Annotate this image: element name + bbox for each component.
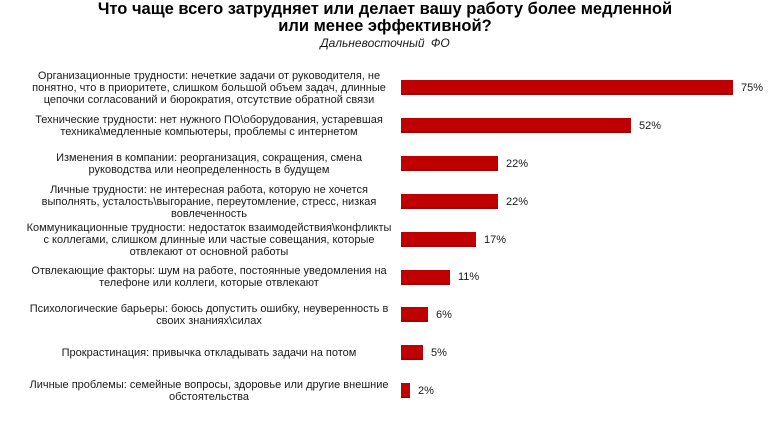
- value-label: 22%: [506, 195, 529, 208]
- value-label: 2%: [418, 384, 434, 397]
- value-label: 22%: [506, 157, 529, 170]
- value-label: 17%: [484, 233, 507, 246]
- category-label: Технические трудности: нет нужного ПО\об…: [24, 114, 394, 138]
- chart-subtitle: Дальневосточный ФО: [320, 36, 450, 50]
- category-label-line: Коммуникационные трудности: недостаток в…: [26, 221, 392, 234]
- category-label-line: выполнять, усталость\выгорание, переутом…: [41, 195, 377, 208]
- category-label-line: Личные трудности: не интересная работа, …: [50, 183, 368, 196]
- bar: [401, 345, 423, 360]
- category-label-line: обстоятельства: [169, 390, 249, 403]
- bar: [401, 118, 631, 133]
- bar: [401, 383, 410, 398]
- category-label-line: Прокрастинация: привычка откладывать зад…: [61, 346, 357, 359]
- category-label: Коммуникационные трудности: недостаток в…: [24, 222, 394, 258]
- value-label: 6%: [436, 308, 452, 321]
- bar: [401, 156, 498, 171]
- category-label-line: Организационные трудности: нечеткие зада…: [37, 69, 381, 82]
- category-label: Изменения в компании: реорганизация, сок…: [24, 152, 394, 176]
- category-label: Организационные трудности: нечеткие зада…: [24, 70, 394, 106]
- value-label: 11%: [458, 271, 480, 283]
- bar: [401, 307, 428, 322]
- category-label-line: цепочки согласований и бюрократия, отсут…: [43, 93, 375, 106]
- category-label-line: Личные проблемы: семейные вопросы, здоро…: [29, 378, 389, 391]
- category-label: Личные трудности: не интересная работа, …: [24, 184, 394, 220]
- category-label-line: техника\медленные компьютеры, проблемы с…: [60, 125, 358, 138]
- category-label-line: вовлеченность: [171, 207, 247, 220]
- bar: [401, 269, 450, 285]
- chart-title: Что чаще всего затрудняет или делает ваш…: [0, 1, 770, 35]
- category-label-line: Изменения в компании: реорганизация, сок…: [56, 151, 362, 164]
- category-label-line: руководства или неопределенность в будущ…: [88, 163, 330, 176]
- category-label-line: Психологические барьеры: боюсь допустить…: [29, 302, 389, 315]
- category-label: Психологические барьеры: боюсь допустить…: [24, 303, 394, 327]
- category-label-line: Технические трудности: нет нужного ПО\об…: [35, 113, 383, 126]
- chart-title-line-1: Что чаще всего затрудняет или делает ваш…: [97, 0, 673, 18]
- value-label: 52%: [639, 119, 662, 132]
- bar: [401, 194, 498, 209]
- value-label: 5%: [431, 346, 447, 359]
- bar: [401, 232, 476, 247]
- category-label-line: телефоне или коллеги, которые отвлекают: [99, 277, 319, 289]
- category-label: Прокрастинация: привычка откладывать зад…: [24, 347, 394, 359]
- category-label-line: Отвлекающие факторы: шум на работе, пост…: [31, 265, 387, 277]
- category-label-line: с коллегами, слишком длинные или частые …: [43, 233, 375, 246]
- category-label-line: своих знаниях\силах: [156, 314, 262, 327]
- category-label: Личные проблемы: семейные вопросы, здоро…: [24, 379, 394, 403]
- category-label: Отвлекающие факторы: шум на работе, пост…: [24, 265, 394, 289]
- bar: [401, 80, 733, 95]
- category-label-line: понятно, что в приоритете, слишком больш…: [32, 81, 386, 94]
- category-label-line: отвлекают от основной работы: [129, 245, 289, 258]
- value-label: 75%: [741, 81, 764, 94]
- chart-title-line-2: или менее эффективной?: [278, 17, 492, 35]
